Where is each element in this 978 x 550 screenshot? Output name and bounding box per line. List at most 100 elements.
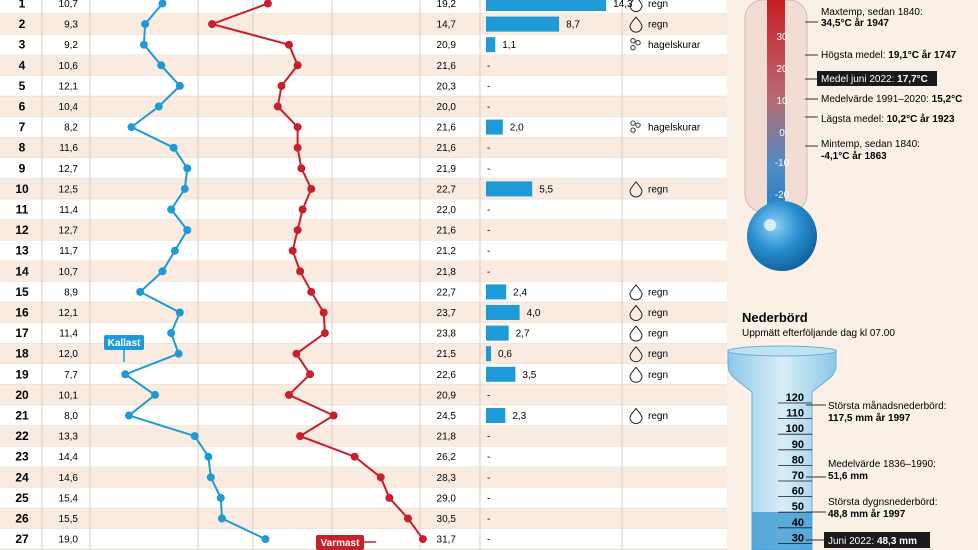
precip-bar xyxy=(486,119,503,135)
day-label: 20 xyxy=(15,388,29,402)
precip-bar xyxy=(486,408,506,423)
max-temp-point xyxy=(293,143,302,152)
precip-type-label: regn xyxy=(648,411,668,422)
max-value-label: 21,8 xyxy=(437,432,457,443)
max-temp-point xyxy=(277,81,286,90)
max-temp-point xyxy=(273,102,282,111)
raindrop-icon xyxy=(629,181,643,198)
max-value-label: 19,2 xyxy=(437,0,457,10)
day-label: 9 xyxy=(19,161,26,175)
raindrop-icon xyxy=(629,304,643,321)
min-value-label: 9,2 xyxy=(64,40,78,51)
max-value-label: 21,6 xyxy=(437,226,457,237)
min-temp-point xyxy=(141,20,150,29)
precip-type-label: regn xyxy=(648,349,668,360)
day-label: 22 xyxy=(15,429,29,443)
min-temp-point xyxy=(158,267,167,276)
table-row xyxy=(0,55,727,76)
max-value-label: 26,2 xyxy=(437,452,457,463)
table-rows: 1234567891011121314151617181920212223242… xyxy=(0,0,727,550)
coldest-label: Kallast xyxy=(108,338,141,349)
juni-medel: Medel juni 2022: 17,7°C xyxy=(821,74,928,85)
min-value-label: 10,6 xyxy=(59,61,79,72)
table-row xyxy=(0,446,727,467)
min-value-label: 10,4 xyxy=(59,102,79,113)
max-temp-point xyxy=(296,267,305,276)
day-label: 14 xyxy=(15,264,29,278)
day-label: 15 xyxy=(15,285,29,299)
max-temp-point xyxy=(284,40,293,49)
max-value-label: 22,6 xyxy=(437,370,457,381)
mintemp-line2: -4,1°C år 1863 xyxy=(821,150,887,162)
thermometer: 30 20 10 0 -10 -20 Maxtemp, sedan 1840: … xyxy=(744,0,962,271)
max-value-label: 21,6 xyxy=(437,123,457,134)
min-temp-point xyxy=(157,61,166,70)
max-temp-point xyxy=(350,452,359,461)
min-temp-point xyxy=(154,102,163,111)
table-row xyxy=(0,75,727,97)
max-value-label: 14,7 xyxy=(437,20,457,31)
min-value-label: 13,3 xyxy=(59,432,79,443)
max-temp-point xyxy=(284,390,293,399)
min-value-label: 10,1 xyxy=(59,390,79,401)
maxtemp-line2: 34,5°C år 1947 xyxy=(821,17,889,29)
precip-type-label: regn xyxy=(648,184,668,195)
min-temp-point xyxy=(218,514,226,523)
min-temp-point xyxy=(158,0,167,8)
day-label: 16 xyxy=(15,306,29,320)
precip-bar xyxy=(486,366,516,382)
max-temp-point xyxy=(385,493,394,502)
precip-bar xyxy=(486,284,507,300)
max-temp-point xyxy=(292,349,301,358)
max-temp-point xyxy=(307,287,316,296)
min-value-label: 11,7 xyxy=(59,246,78,257)
max-temp-point xyxy=(298,205,307,214)
min-temp-point xyxy=(183,164,192,173)
min-temp-point xyxy=(206,473,215,482)
nederbord-title: Nederbörd xyxy=(742,310,808,325)
min-value-label: 8,0 xyxy=(64,411,78,422)
precip-value-label: 2,3 xyxy=(512,411,526,422)
min-temp-point xyxy=(121,370,130,379)
max-value-label: 21,2 xyxy=(437,246,457,257)
min-temp-point xyxy=(127,123,136,132)
day-label: 21 xyxy=(15,409,29,423)
table-row xyxy=(0,425,727,447)
min-temp-point xyxy=(190,432,199,441)
gauge-tick-label: 80 xyxy=(792,454,804,466)
table-row xyxy=(0,96,727,117)
precip-value-label: 4,0 xyxy=(527,308,541,319)
min-temp-point xyxy=(167,205,176,214)
max-temp-point xyxy=(307,184,316,193)
min-value-label: 8,9 xyxy=(64,287,78,298)
day-label: 24 xyxy=(15,470,29,484)
max-value-label: 30,5 xyxy=(437,514,457,525)
precip-dash: - xyxy=(487,267,490,278)
day-label: 7 xyxy=(19,120,26,134)
nederbord-section: Nederbörd Uppmätt efterföljande dag kl 0… xyxy=(727,310,946,550)
temperature-gridlines xyxy=(41,0,623,550)
table-row xyxy=(0,240,727,261)
min-value-label: 11,4 xyxy=(59,205,78,216)
precip-type-label: hagelskurar xyxy=(648,123,701,134)
temperature-series xyxy=(121,0,427,544)
day-label: 13 xyxy=(15,244,29,258)
max-temp-point xyxy=(208,20,217,29)
max-temp-point xyxy=(376,473,385,482)
mintemp-line1: Mintemp, sedan 1840: xyxy=(821,139,920,150)
max-temp-point xyxy=(418,535,427,544)
min-value-label: 14,6 xyxy=(59,473,79,484)
precip-type-label: regn xyxy=(648,370,668,381)
thermo-tick-minus20: -20 xyxy=(775,190,790,201)
max-value-label: 21,6 xyxy=(437,143,457,154)
max-temp-point xyxy=(293,61,302,70)
precipitation-column: 14,3 regn 8,7 regn 1,1 hagelskurar - - - 2,0 hagel… xyxy=(486,0,701,546)
max-temp-point xyxy=(320,329,329,338)
min-temp-point xyxy=(180,184,189,193)
precip-dash: - xyxy=(487,102,490,113)
gauge-tick-label: 60 xyxy=(792,486,804,498)
table-row xyxy=(0,178,727,200)
precip-type-label: regn xyxy=(648,287,668,298)
table-row xyxy=(0,302,727,323)
warmest-label: Varmast xyxy=(321,538,361,549)
